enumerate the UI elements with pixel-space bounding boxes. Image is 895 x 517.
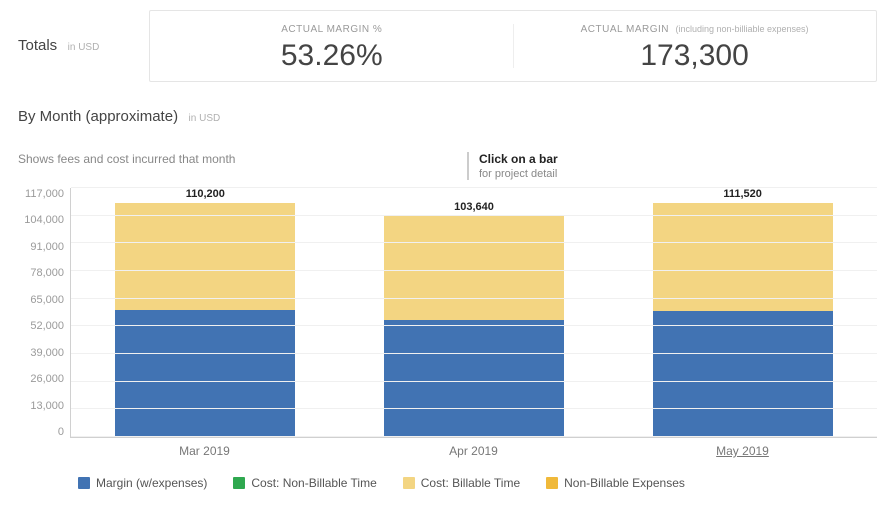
y-tick-label: 104,000 (24, 214, 64, 226)
gridline (71, 215, 877, 216)
bar-segment-margin (115, 310, 295, 437)
kpi-label: ACTUAL MARGIN % (281, 24, 382, 35)
bar-stack (653, 203, 833, 437)
bar-total-label: 103,640 (454, 201, 494, 213)
kpi-margin-amount: ACTUAL MARGIN (including non-billiable e… (513, 19, 876, 73)
bar-segment-billable (653, 203, 833, 311)
by-month-currency: in USD (189, 113, 221, 124)
y-tick-label: 78,000 (30, 267, 64, 279)
gridline (71, 270, 877, 271)
legend-swatch (78, 477, 90, 489)
x-tick-label[interactable]: May 2019 (608, 444, 877, 458)
y-tick-label: 0 (58, 426, 64, 438)
legend-label: Non-Billable Expenses (564, 476, 685, 490)
legend-label: Cost: Non-Billable Time (251, 476, 376, 490)
gridline (71, 408, 877, 409)
subheader-left: Shows fees and cost incurred that month (18, 152, 467, 180)
gridline (71, 242, 877, 243)
x-axis: Mar 2019Apr 2019May 2019 (70, 444, 877, 458)
kpi-value: 53.26% (150, 39, 513, 73)
y-axis: 117,000 104,000 91,000 78,000 65,000 52,000 39… (18, 188, 70, 438)
x-tick-label: Mar 2019 (70, 444, 339, 458)
gridline (71, 325, 877, 326)
bar-stack (384, 216, 564, 437)
gridline (71, 353, 877, 354)
by-month-subheader: Shows fees and cost incurred that month … (18, 152, 877, 180)
by-month-title: By Month (approximate) (18, 108, 178, 125)
legend-item-nonbill_exp: Non-Billable Expenses (546, 476, 685, 490)
bar[interactable]: 110,200 (71, 188, 340, 437)
bar-stack (115, 203, 295, 437)
y-tick-label: 65,000 (30, 294, 64, 306)
bar-segment-billable (115, 203, 295, 310)
y-tick-label: 26,000 (30, 373, 64, 385)
gridline (71, 436, 877, 437)
gridline (71, 381, 877, 382)
kpi-value: 173,300 (513, 39, 876, 73)
bar[interactable]: 111,520 (608, 188, 877, 437)
totals-section: Totals in USD ACTUAL MARGIN % 53.26% ACT… (18, 10, 877, 82)
legend-item-billable: Cost: Billable Time (403, 476, 520, 490)
bar-total-label: 110,200 (186, 188, 225, 200)
subheader-right-line2: for project detail (479, 168, 877, 180)
chart-area: 117,000 104,000 91,000 78,000 65,000 52,000 39… (18, 188, 877, 438)
legend-item-nonbill_time: Cost: Non-Billable Time (233, 476, 376, 490)
gridline (71, 187, 877, 188)
legend: Margin (w/expenses) Cost: Non-Billable Ti… (78, 476, 877, 490)
totals-title: Totals (18, 37, 57, 54)
bars-row: 110,200 103,640 111,520 (71, 188, 877, 437)
legend-swatch (233, 477, 245, 489)
totals-title-wrap: Totals in USD (18, 37, 99, 55)
kpi-label: ACTUAL MARGIN (581, 24, 669, 35)
bar-total-label: 111,520 (723, 188, 762, 200)
kpi-margin-pct: ACTUAL MARGIN % 53.26% (150, 19, 513, 73)
gridline (71, 298, 877, 299)
subheader-right: Click on a bar for project detail (467, 152, 877, 180)
y-tick-label: 13,000 (30, 400, 64, 412)
totals-currency: in USD (68, 42, 100, 53)
kpi-panel: ACTUAL MARGIN % 53.26% ACTUAL MARGIN (in… (149, 10, 877, 82)
kpi-sublabel: (including non-billiable expenses) (675, 24, 808, 34)
legend-swatch (403, 477, 415, 489)
y-tick-label: 39,000 (30, 347, 64, 359)
legend-label: Margin (w/expenses) (96, 476, 207, 490)
bar-segment-billable (384, 216, 564, 320)
x-tick-label: Apr 2019 (339, 444, 608, 458)
subheader-right-line1: Click on a bar (479, 152, 877, 166)
by-month-section-header: By Month (approximate) in USD (18, 108, 877, 126)
plot-area: 110,200 103,640 111,520 (70, 188, 877, 438)
legend-swatch (546, 477, 558, 489)
legend-label: Cost: Billable Time (421, 476, 520, 490)
legend-item-margin: Margin (w/expenses) (78, 476, 207, 490)
bar-segment-margin (653, 311, 833, 437)
bar[interactable]: 103,640 (340, 188, 609, 437)
bar-segment-margin (384, 320, 564, 437)
y-tick-label: 91,000 (30, 241, 64, 253)
y-tick-label: 52,000 (30, 320, 64, 332)
y-tick-label: 117,000 (25, 188, 64, 200)
